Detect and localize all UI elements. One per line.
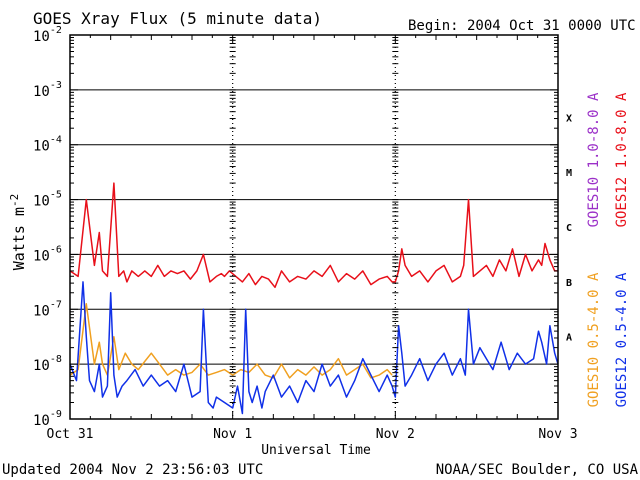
x-tick-labels: Oct 31 Nov 1 Nov 2 Nov 3 <box>47 427 578 442</box>
flare-class-label: M <box>566 168 572 179</box>
x-tick-label: Oct 31 <box>47 427 94 442</box>
updated-timestamp: Updated 2004 Nov 2 23:56:03 UTC <box>2 462 263 478</box>
legend-entry: GOES12 0.5-4.0 A <box>614 272 630 407</box>
y-tick-exponent: -5 <box>50 190 62 201</box>
y-tick-label: 10-3 <box>33 80 62 100</box>
y-axis-label: Watts m-2 <box>8 194 28 270</box>
legend-entry: GOES10 1.0-8.0 A <box>586 92 602 227</box>
flare-class-label: C <box>566 223 572 234</box>
y-tick-exponent: -7 <box>50 299 62 310</box>
y-tick-base: 10 <box>33 84 50 100</box>
x-axis-label: Universal Time <box>261 443 371 458</box>
flare-class-labels: X M C B A <box>566 113 572 343</box>
y-tick-base: 10 <box>33 413 50 429</box>
y-tick-base: 10 <box>33 29 50 45</box>
y-tick-label: 10-6 <box>33 244 62 264</box>
flare-class-label: X <box>566 113 572 124</box>
y-tick-base: 10 <box>33 303 50 319</box>
y-tick-labels: 10-210-310-410-510-610-710-810-9 <box>33 25 62 429</box>
begin-label: Begin: 2004 Oct 31 0000 UTC <box>408 18 636 34</box>
y-axis-label-text: Watts m <box>10 207 28 270</box>
y-tick-base: 10 <box>33 248 50 264</box>
y-tick-exponent: -3 <box>50 80 62 91</box>
y-tick-label: 10-4 <box>33 135 62 155</box>
legend-entry: GOES12 1.0-8.0 A <box>614 92 630 227</box>
x-tick-label: Nov 1 <box>213 427 252 442</box>
legend-entry: GOES10 0.5-4.0 A <box>586 272 602 407</box>
series-line <box>69 303 393 379</box>
data-series <box>69 182 559 415</box>
x-tick-label: Nov 3 <box>538 427 577 442</box>
credit-label: NOAA/SEC Boulder, CO USA <box>436 462 639 478</box>
series-line <box>69 182 558 289</box>
y-tick-base: 10 <box>33 139 50 155</box>
legend: GOES10 1.0-8.0 A GOES12 1.0-8.0 A GOES10 0… <box>586 92 630 407</box>
y-axis-label-exponent: -2 <box>8 194 21 207</box>
series-line <box>69 281 559 415</box>
flare-class-label: B <box>566 278 572 289</box>
chart-title: GOES Xray Flux (5 minute data) <box>33 9 322 28</box>
y-tick-exponent: -8 <box>50 354 62 365</box>
axis-ticks <box>69 35 559 420</box>
gridlines <box>70 35 558 419</box>
y-tick-exponent: -4 <box>50 135 62 146</box>
plot-frame <box>69 34 559 420</box>
y-tick-label: 10-5 <box>33 190 62 210</box>
y-tick-exponent: -9 <box>50 409 62 420</box>
y-tick-label: 10-2 <box>33 25 62 45</box>
y-tick-exponent: -6 <box>50 244 62 255</box>
y-tick-base: 10 <box>33 194 50 210</box>
x-tick-label: Nov 2 <box>376 427 415 442</box>
y-tick-base: 10 <box>33 358 50 374</box>
y-tick-label: 10-7 <box>33 299 62 319</box>
flare-class-label: A <box>566 333 572 344</box>
y-tick-exponent: -2 <box>50 25 62 36</box>
y-tick-label: 10-9 <box>33 409 62 429</box>
y-tick-label: 10-8 <box>33 354 62 374</box>
